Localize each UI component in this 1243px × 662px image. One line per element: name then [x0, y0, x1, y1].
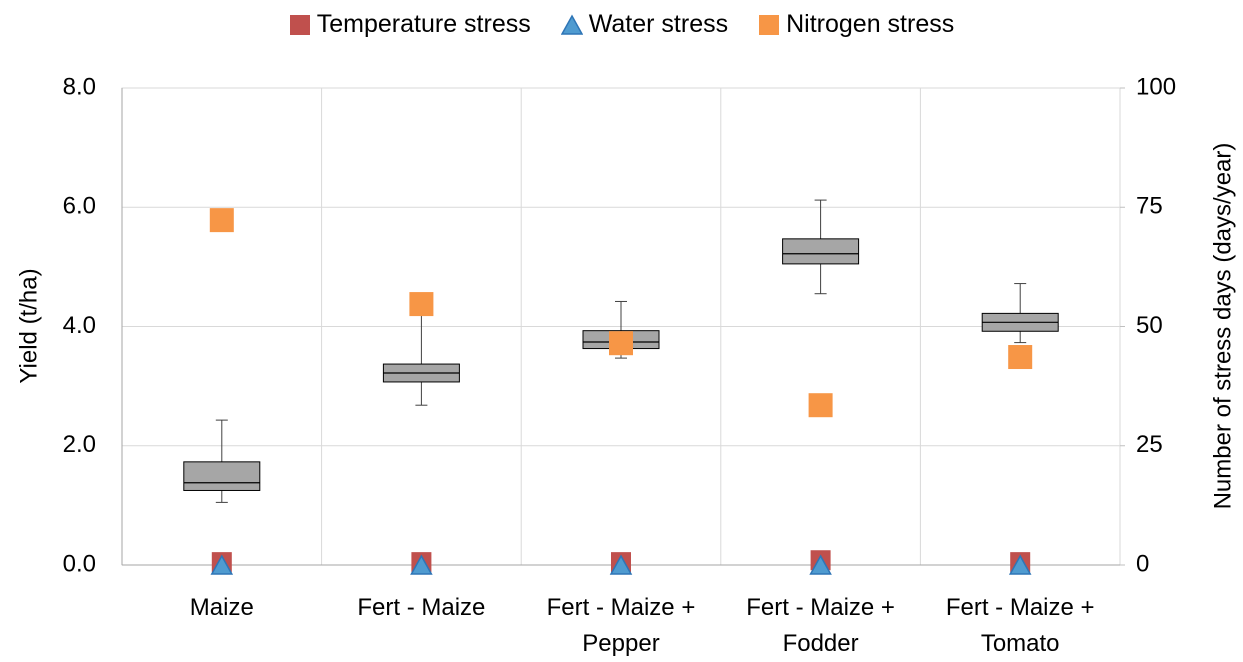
marker-square	[289, 14, 310, 35]
x-tick-label: Fert - Maize + Tomato	[945, 594, 1095, 657]
legend-label: Water stress	[588, 10, 729, 38]
y2-tick-label: 75	[1136, 193, 1163, 220]
legend-marker	[759, 14, 780, 35]
y2-tick-label: 0	[1136, 550, 1149, 577]
y-tick-label: 2.0	[63, 431, 96, 458]
x-tick-label: Fert - Maize + Pepper	[546, 594, 696, 657]
marker-square	[609, 331, 633, 356]
marker-square	[759, 14, 780, 35]
x-tick-label: Fert - Maize	[357, 594, 486, 621]
marker-square	[1008, 345, 1033, 370]
marker-triangle	[560, 13, 583, 35]
legend-label: Nitrogen stress	[786, 10, 955, 38]
legend-item: Nitrogen stress	[758, 10, 954, 39]
marker-triangle	[809, 554, 832, 575]
y2-tick-label: 25	[1136, 431, 1163, 458]
legend-marker	[560, 13, 583, 35]
y2-tick-label: 100	[1136, 73, 1176, 100]
legend: Temperature stress Water stress Nitrogen s…	[0, 10, 1243, 39]
y-tick-label: 0.0	[63, 550, 96, 577]
x-tick-label: Maize	[189, 594, 254, 621]
y-tick-label: 6.0	[63, 193, 96, 220]
marker-square	[808, 393, 833, 418]
legend-marker	[289, 14, 310, 35]
y2-axis-title: Number of stress days (days/year)	[1209, 143, 1236, 510]
marker-triangle	[210, 554, 234, 575]
legend-item: Water stress	[560, 10, 729, 39]
marker-square	[209, 208, 234, 233]
box	[183, 461, 261, 491]
legend-item: Temperature stress	[289, 10, 531, 39]
marker-triangle	[1008, 554, 1032, 575]
marker-triangle	[609, 554, 633, 575]
marker-square	[409, 292, 434, 317]
marker-triangle	[410, 554, 433, 575]
y-tick-label: 8.0	[63, 73, 96, 100]
y-tick-label: 4.0	[63, 312, 96, 339]
y-axis-title: Yield (t/ha)	[15, 268, 42, 383]
y2-tick-label: 50	[1136, 312, 1163, 339]
x-tick-label: Fert - Maize + Fodder	[746, 594, 895, 657]
box	[782, 238, 860, 265]
legend-label: Temperature stress	[316, 10, 531, 38]
